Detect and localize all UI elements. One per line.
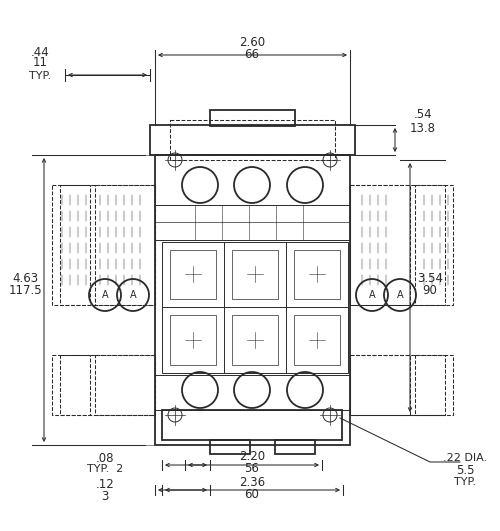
Bar [294, 250, 340, 299]
Text: 90: 90 [422, 285, 438, 297]
Bar [95, 185, 155, 305]
Bar [350, 355, 410, 415]
Text: A: A [102, 290, 108, 300]
Bar [232, 250, 278, 299]
Text: 66: 66 [244, 47, 260, 61]
Bar [162, 410, 342, 440]
Bar [350, 185, 453, 305]
Text: 5.5: 5.5 [456, 464, 474, 476]
Bar [350, 355, 453, 415]
Bar [210, 110, 295, 126]
Bar [350, 185, 410, 305]
Bar [60, 185, 90, 305]
Bar [95, 355, 155, 415]
Text: .54: .54 [414, 108, 432, 122]
Text: TYP.: TYP. [454, 477, 476, 487]
Text: TYP.: TYP. [29, 71, 51, 81]
Text: 2.60: 2.60 [239, 36, 265, 48]
Bar [415, 355, 445, 415]
Text: 13.8: 13.8 [410, 122, 436, 134]
Bar [60, 355, 90, 415]
Text: .08: .08 [96, 451, 114, 465]
Bar [275, 440, 315, 454]
Bar [170, 250, 216, 299]
Text: TYP.  2: TYP. 2 [87, 464, 123, 474]
Bar [52, 355, 155, 415]
Text: .44: .44 [30, 46, 50, 58]
Text: 2.36: 2.36 [239, 476, 265, 490]
Bar [415, 185, 445, 305]
Bar [232, 315, 278, 365]
Text: 60: 60 [244, 489, 260, 501]
Text: 2.20: 2.20 [239, 450, 265, 464]
Text: .12: .12 [96, 477, 114, 491]
Bar [52, 185, 155, 305]
Bar [210, 440, 250, 454]
Text: 56: 56 [244, 463, 260, 475]
Text: 3.54: 3.54 [417, 271, 443, 285]
Text: 4.63: 4.63 [12, 271, 38, 285]
Text: A: A [396, 290, 404, 300]
Text: A: A [368, 290, 376, 300]
Text: 117.5: 117.5 [8, 285, 42, 297]
Bar [170, 120, 335, 160]
Bar [294, 315, 340, 365]
Text: A: A [130, 290, 136, 300]
Text: 3: 3 [102, 490, 108, 502]
Bar [162, 242, 348, 373]
Text: 11: 11 [32, 56, 48, 70]
Bar [150, 125, 355, 155]
Bar [170, 315, 216, 365]
Bar [155, 155, 350, 445]
Text: .22 DIA.: .22 DIA. [443, 453, 487, 463]
